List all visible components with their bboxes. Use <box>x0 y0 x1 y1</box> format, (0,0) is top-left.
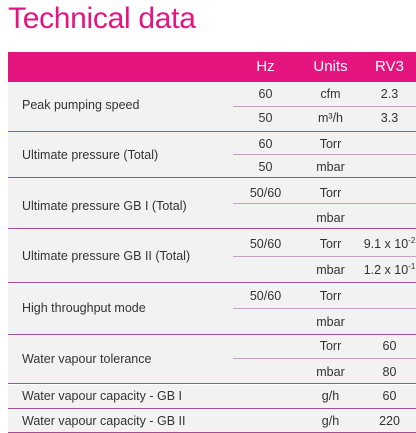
value-base: 1.2 x 10 <box>363 263 409 277</box>
header-model: RV3 <box>375 58 404 75</box>
hz-cell: 50 <box>258 111 273 125</box>
unit-cell: mbar <box>316 365 345 379</box>
unit-cell: Torr <box>319 289 342 303</box>
header-hz: Hz <box>256 58 275 75</box>
spec-group-water-vapour-capacity-gb2: Water vapour capacity - GB II g/h 220 <box>8 410 416 433</box>
row-divider <box>233 256 416 257</box>
spec-label: Ultimate pressure (Total) <box>22 148 159 162</box>
unit-cell: cfm <box>320 87 341 101</box>
hz-cell: 60 <box>258 137 273 151</box>
spec-label: High throughput mode <box>22 301 146 315</box>
spec-group-ultimate-pressure: Ultimate pressure (Total) 60 Torr 50 mba… <box>8 132 416 178</box>
unit-cell: Torr <box>319 186 342 200</box>
table-header: Hz Units RV3 <box>8 52 416 82</box>
hz-cell: 50/60 <box>249 289 282 303</box>
spec-group-high-throughput: High throughput mode 50/60 Torr mbar <box>8 284 416 335</box>
page-title: Technical data <box>8 2 196 35</box>
spec-label: Water vapour tolerance <box>22 352 152 366</box>
hz-cell: 50 <box>258 160 273 174</box>
unit-cell: mbar <box>316 263 345 277</box>
header-units: Units <box>313 58 348 75</box>
row-divider <box>233 358 416 359</box>
value-cell: 1.2 x 10-1 <box>363 262 416 278</box>
unit-cell: m³/h <box>318 111 343 125</box>
row-divider <box>233 308 416 309</box>
hz-cell: 50/60 <box>249 237 282 251</box>
value-cell: 80 <box>382 365 397 379</box>
row-divider <box>233 203 416 204</box>
unit-cell: mbar <box>316 315 345 329</box>
unit-cell: g/h <box>321 414 340 428</box>
unit-cell: Torr <box>319 137 342 151</box>
spec-group-ultimate-pressure-gb1: Ultimate pressure GB I (Total) 50/60 Tor… <box>8 178 416 229</box>
value-cell: 60 <box>382 339 397 353</box>
spec-label: Peak pumping speed <box>22 98 140 112</box>
hz-cell: 60 <box>258 87 273 101</box>
value-exponent: -1 <box>408 261 416 271</box>
unit-cell: mbar <box>316 211 345 225</box>
row-divider <box>233 106 416 107</box>
spec-label: Water vapour capacity - GB I <box>22 389 183 403</box>
value-cell: 220 <box>379 414 400 428</box>
spec-label: Water vapour capacity - GB II <box>22 414 186 428</box>
value-base: 9.1 x 10 <box>363 237 409 251</box>
spec-label: Ultimate pressure GB I (Total) <box>22 199 187 213</box>
unit-cell: mbar <box>316 160 345 174</box>
value-cell: 9.1 x 10-2 <box>363 236 416 252</box>
row-divider <box>233 154 416 155</box>
unit-cell: Torr <box>319 237 342 251</box>
spec-label: Ultimate pressure GB II (Total) <box>22 249 191 263</box>
value-exponent: -2 <box>408 235 416 245</box>
spec-group-ultimate-pressure-gb2: Ultimate pressure GB II (Total) 50/60 To… <box>8 230 416 283</box>
value-cell: 60 <box>382 389 397 403</box>
value-cell: 2.3 <box>380 87 399 101</box>
hz-cell: 50/60 <box>249 186 282 200</box>
spec-group-peak-pumping-speed: Peak pumping speed 60 cfm 2.3 50 m³/h 3.… <box>8 82 416 132</box>
spec-group-water-vapour-capacity-gb1: Water vapour capacity - GB I g/h 60 <box>8 385 416 409</box>
spec-group-water-vapour-tolerance: Water vapour tolerance Torr 60 mbar 80 <box>8 336 416 384</box>
unit-cell: Torr <box>319 339 342 353</box>
unit-cell: g/h <box>321 389 340 403</box>
value-cell: 3.3 <box>380 111 399 125</box>
